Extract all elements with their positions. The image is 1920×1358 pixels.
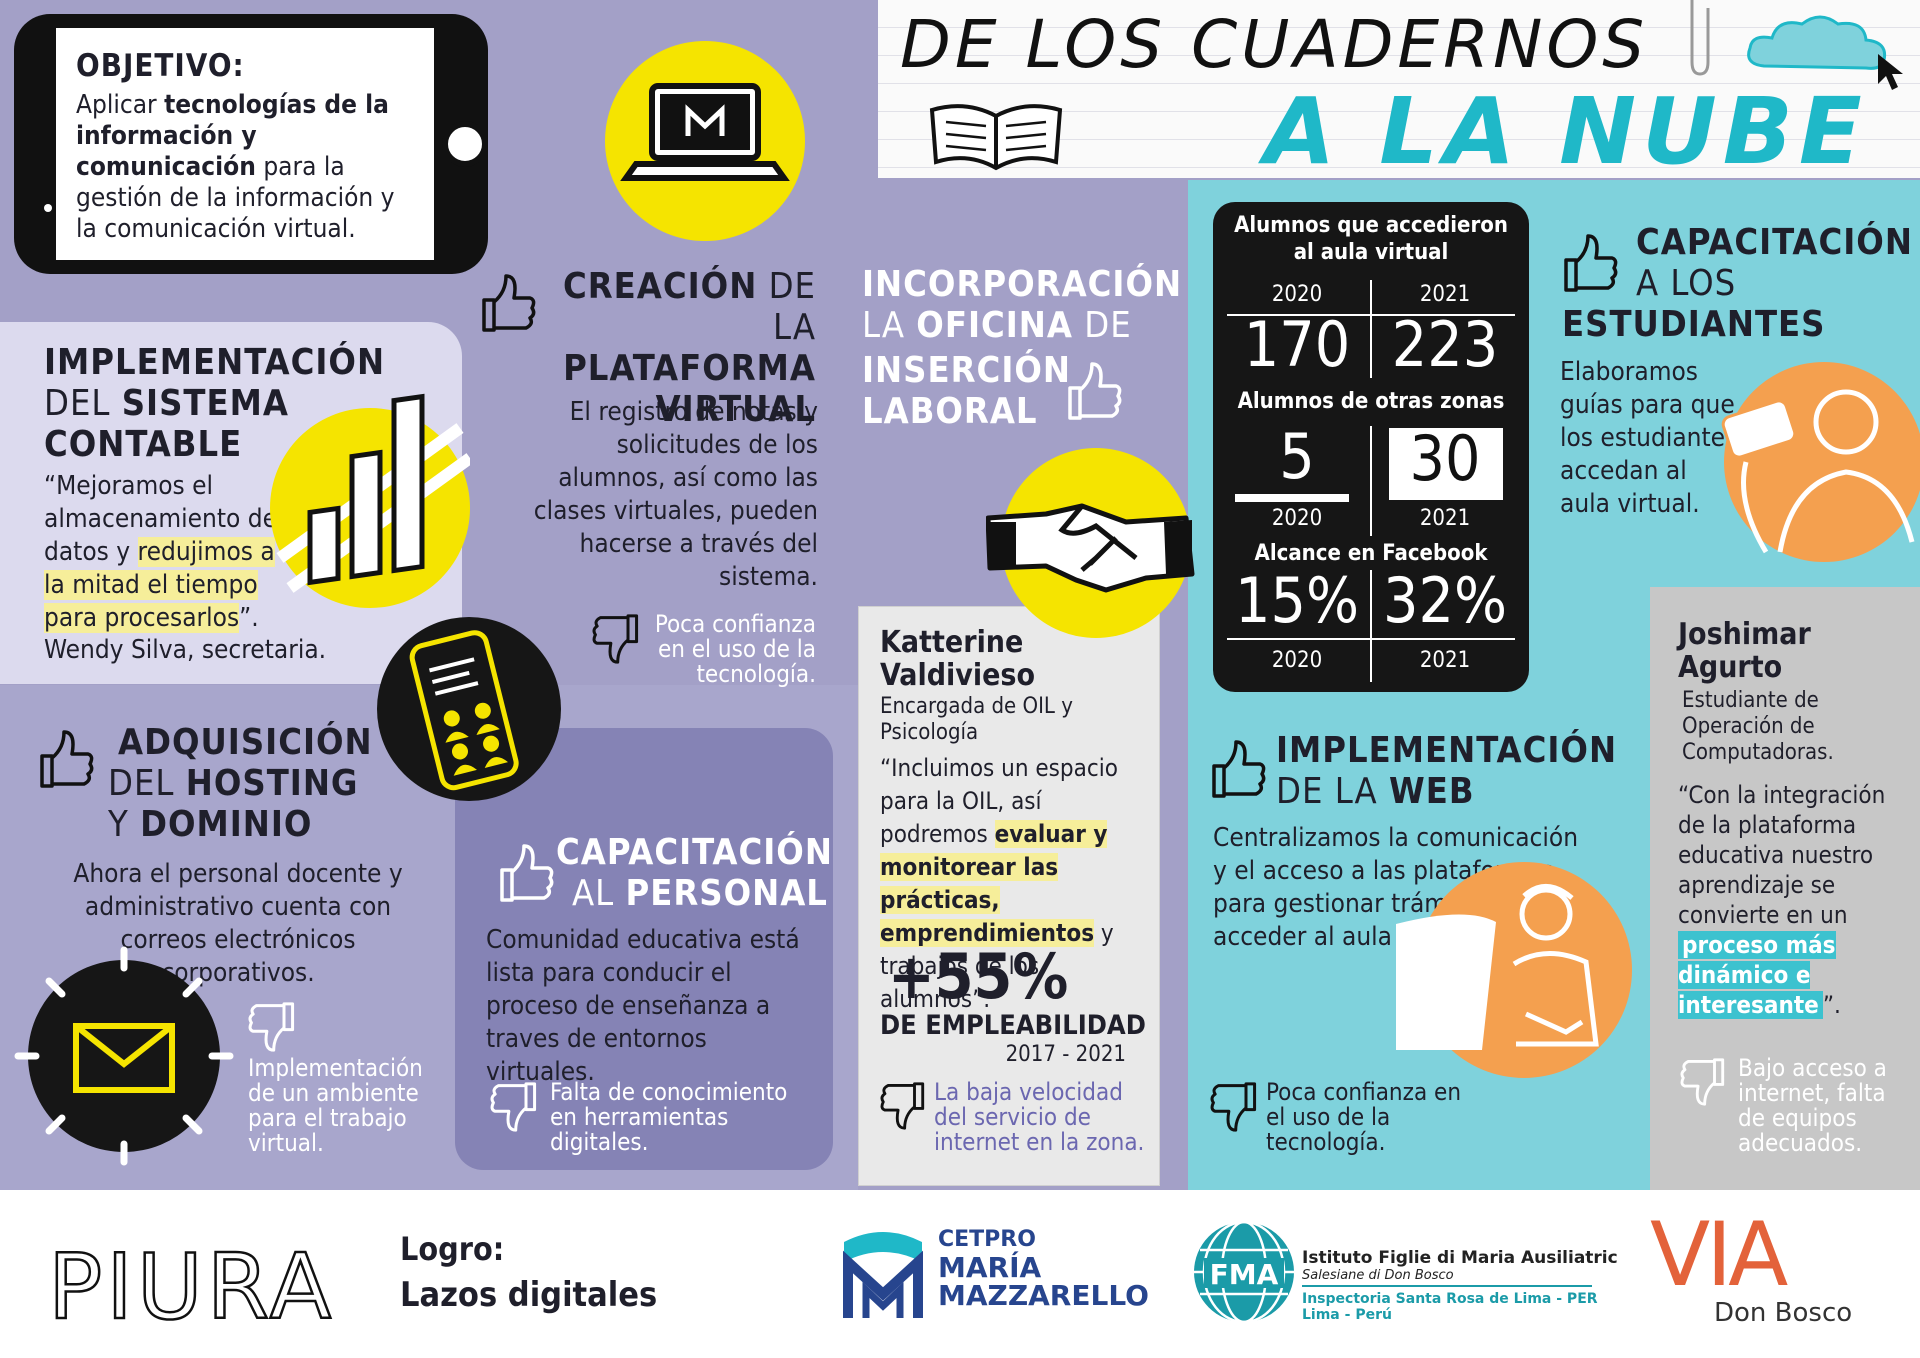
- cetpro-text: CETPRO MARÍA MAZZARELLO: [938, 1227, 1149, 1312]
- empleabilidad-years: 2017 - 2021: [1005, 1042, 1126, 1067]
- thumbs-down-icon: [490, 1082, 537, 1132]
- thumbs-down-icon: [592, 614, 639, 664]
- logro-text: Lazos digitales: [400, 1275, 658, 1315]
- fma-globe-logo-icon: FMA: [1194, 1220, 1294, 1324]
- joshimar-con: Bajo acceso a internet, falta de equipos…: [1738, 1054, 1887, 1157]
- thumbs-down-icon: [248, 1002, 295, 1052]
- title-line-1: DE LOS CUADERNOS: [900, 6, 1649, 83]
- stats-board: Alumnos que accedieron al aula virtual 2…: [1213, 202, 1529, 692]
- web-title: IMPLEMENTACIÓN DE LA WEB: [1276, 730, 1618, 812]
- hosting-title: ADQUISICIÓN DEL HOSTING Y DOMINIO: [108, 722, 373, 845]
- thumbs-up-icon: [500, 844, 554, 902]
- thumbs-down-icon: [880, 1082, 925, 1130]
- cursor-icon: [1878, 54, 1903, 90]
- contable-author: Wendy Silva, secretaria.: [44, 635, 327, 665]
- header-notebook: DE LOS CUADERNOS A LA NUBE: [878, 0, 1920, 185]
- joshimar-role: Estudiante de Operación de Computadoras.: [1682, 688, 1834, 765]
- phone-camera-dot: [44, 204, 52, 212]
- thumbs-down-icon: [1210, 1082, 1257, 1132]
- handshake-icon: [986, 448, 1195, 638]
- stats-year-2021: 2021: [1419, 648, 1471, 673]
- joshimar-name: Joshimar Agurto: [1678, 617, 1811, 685]
- thumbs-up-icon: [1564, 234, 1618, 292]
- personal-title: CAPACITACIÓN AL PERSONAL: [556, 832, 833, 914]
- logro-label: Logro:: [400, 1230, 505, 1268]
- thumbs-up-icon: [482, 274, 536, 332]
- stats-label-aula: Alumnos que accedieron al aula virtual: [1234, 213, 1508, 265]
- plataforma-title: CREACIÓN DE LA PLATAFORMA VIRTUAL: [562, 266, 816, 430]
- phone-screen: OBJETIVO: Aplicar tecnologías de la info…: [56, 28, 434, 260]
- footer: [0, 1190, 1920, 1358]
- contable-title: IMPLEMENTACIÓN DEL SISTEMA CONTABLE: [44, 342, 386, 465]
- katterine-quote: “Incluimos un espacio para la OIL, así p…: [880, 754, 1118, 1013]
- personal-text: Comunidad educativa está lista para cond…: [486, 925, 800, 1087]
- thumbs-up-icon: [40, 730, 94, 788]
- paperclip-icon: [1690, 0, 1710, 76]
- joshimar-card: [1650, 587, 1920, 1190]
- stats-year-2020: 2020: [1271, 506, 1323, 531]
- title-line-2: A LA NUBE: [1264, 78, 1868, 185]
- estudiantes-title: CAPACITACIÓN A LOS ESTUDIANTES: [1562, 222, 1913, 345]
- contable-quote: “Mejoramos el almacenamiento de datos y …: [44, 471, 278, 633]
- oficina-title: INCORPORACIÓN LA OFICINA DE INSERCIÓN LA…: [862, 264, 1183, 432]
- stats-aula-2020: 170: [1243, 308, 1351, 381]
- cetpro-logo-icon: [843, 1232, 923, 1318]
- phone-home-button: [442, 121, 488, 167]
- stats-zonas-2021: 30: [1409, 422, 1481, 495]
- open-book-icon: [929, 104, 1063, 171]
- hosting-text: Ahora el personal docente y administrati…: [73, 859, 403, 988]
- stats-zonas-2020: 5: [1279, 420, 1315, 493]
- phone-frame: OBJETIVO: Aplicar tecnologías de la info…: [14, 14, 488, 274]
- joshimar-quote: “Con la integración de la plataforma edu…: [1678, 781, 1886, 1019]
- fma-mark: FMA: [1210, 1258, 1279, 1291]
- fma-text: Istituto Figlie di Maria Ausiliatric Sal…: [1302, 1248, 1618, 1323]
- stats-label-zonas: Alumnos de otras zonas: [1237, 389, 1505, 414]
- estudiantes-text: Elaboramos guías para que los estudiante…: [1560, 357, 1738, 519]
- stats-fb-2020: 15%: [1235, 564, 1359, 637]
- stats-year-2020: 2020: [1271, 648, 1323, 673]
- video-call-phone-icon: [377, 617, 561, 801]
- stats-aula-2021: 223: [1391, 308, 1499, 381]
- plataforma-text: El registro de notas y solicitudes de lo…: [533, 397, 818, 592]
- hosting-con: Implementación de un ambiente para el tr…: [248, 1054, 423, 1157]
- katterine-con: La baja velocidad del servicio de intern…: [934, 1078, 1145, 1156]
- envelope-icon: [14, 946, 234, 1166]
- thumbs-down-icon: [1680, 1058, 1725, 1106]
- student-selfie-icon: [1721, 362, 1920, 562]
- stats-year-2020: 2020: [1271, 282, 1323, 307]
- objetivo-text: Aplicar tecnologías de la información y …: [76, 90, 395, 244]
- personal-card: [455, 728, 833, 1170]
- laptop-icon: [605, 41, 805, 241]
- katterine-name: Katterine Valdivieso: [880, 625, 1036, 693]
- plataforma-con: Poca confianza en el uso de la tecnologí…: [654, 610, 816, 688]
- thumbs-up-icon: [1212, 740, 1266, 798]
- bar-chart-icon: [270, 393, 470, 608]
- thumbs-up-icon: [1068, 362, 1122, 420]
- person-laptop-icon: [1396, 862, 1632, 1078]
- via-logo: VIA Don Bosco: [1650, 1203, 1853, 1329]
- stats-year-2021: 2021: [1419, 282, 1471, 307]
- cloud-icon: [1747, 15, 1887, 70]
- personal-con: Falta de conocimiento en herramientas di…: [550, 1078, 788, 1156]
- stats-label-facebook: Alcance en Facebook: [1254, 541, 1488, 566]
- katterine-role: Encargada de OIL y Psicología: [880, 694, 1073, 745]
- region-name: PIURA: [47, 1234, 336, 1342]
- empleabilidad-label: DE EMPLEABILIDAD: [880, 1010, 1146, 1041]
- stats-year-2021: 2021: [1419, 506, 1471, 531]
- web-con: Poca confianza en el uso de la tecnologí…: [1266, 1078, 1462, 1156]
- objetivo-title: OBJETIVO:: [76, 48, 245, 84]
- stats-fb-2021: 32%: [1383, 564, 1507, 637]
- empleabilidad-stat: +55%: [888, 940, 1069, 1013]
